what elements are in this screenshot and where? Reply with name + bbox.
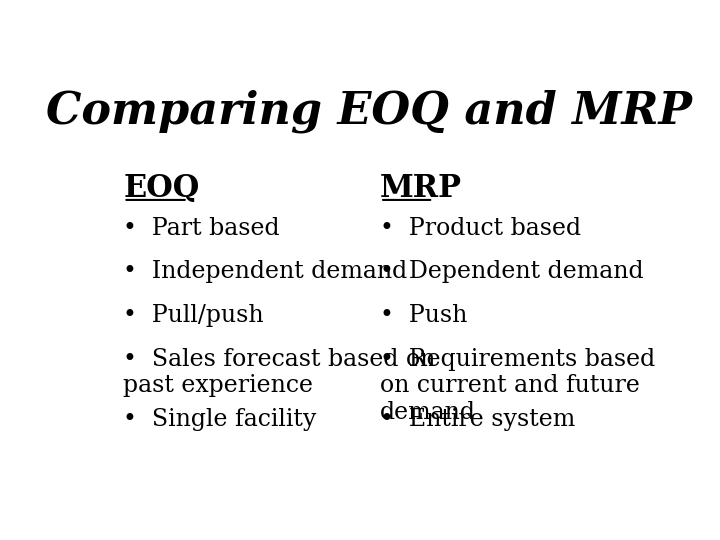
Text: •  Pull/push: • Pull/push bbox=[124, 304, 264, 327]
Text: •  Dependent demand: • Dependent demand bbox=[380, 260, 644, 283]
Text: •  Entire system: • Entire system bbox=[380, 408, 575, 431]
Text: •  Requirements based
on current and future
demand: • Requirements based on current and futu… bbox=[380, 348, 655, 424]
Text: •  Independent demand: • Independent demand bbox=[124, 260, 408, 283]
Text: EOQ: EOQ bbox=[124, 173, 199, 204]
Text: •  Part based: • Part based bbox=[124, 217, 280, 240]
Text: •  Sales forecast based on
past experience: • Sales forecast based on past experienc… bbox=[124, 348, 436, 397]
Text: •  Product based: • Product based bbox=[380, 217, 581, 240]
Text: •  Single facility: • Single facility bbox=[124, 408, 317, 431]
Text: •  Push: • Push bbox=[380, 304, 467, 327]
Text: MRP: MRP bbox=[380, 173, 462, 204]
Text: Comparing EOQ and MRP: Comparing EOQ and MRP bbox=[46, 90, 692, 133]
